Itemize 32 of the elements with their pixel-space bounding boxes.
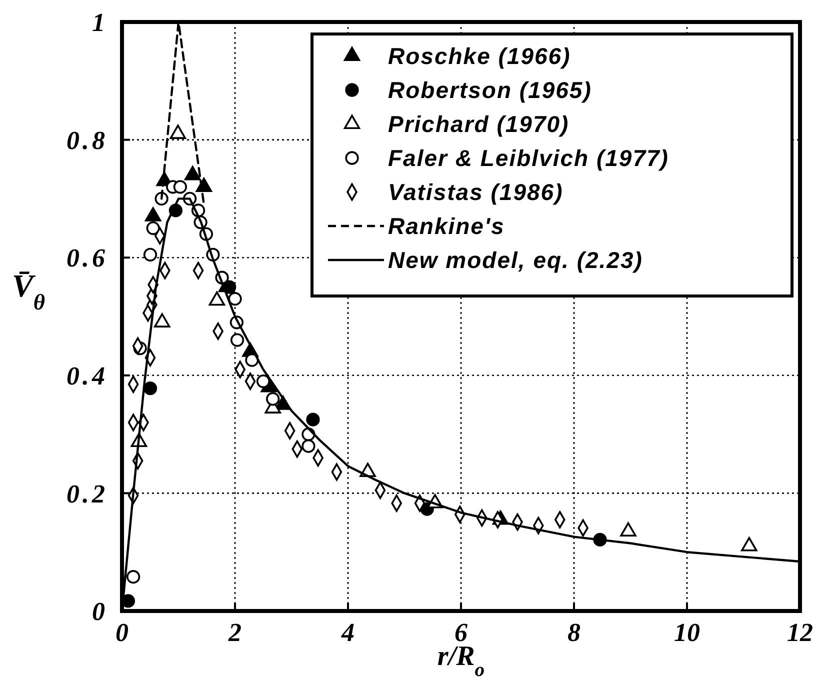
y-axis-title: V̄$_{θ}$: [12, 268, 46, 314]
y-tick-label: 1: [92, 8, 108, 38]
legend-label: Rankine's: [388, 213, 505, 240]
point: [146, 221, 160, 235]
point: [256, 374, 270, 388]
y-tick-label: 0.8: [66, 126, 108, 155]
point: [228, 292, 242, 306]
x-tick-label: 0: [116, 618, 128, 647]
point: [302, 439, 316, 453]
point: [245, 353, 259, 367]
legend-label: Vatistas (1986): [388, 179, 564, 206]
point: [230, 333, 244, 347]
legend-label: Faler & Leiblvich (1977): [388, 145, 669, 172]
y-tick-label: 0.4: [66, 362, 108, 390]
point: [126, 570, 140, 584]
point: [143, 382, 158, 396]
legend-label: New model, eq. (2.23): [388, 247, 643, 274]
legend-label: Prichard (1970): [388, 111, 570, 138]
point: [266, 392, 280, 406]
legend-label: Robertson (1965): [388, 77, 592, 104]
x-tick-label: 8: [568, 618, 580, 647]
point: [173, 180, 188, 194]
point: [143, 248, 158, 262]
x-tick-label: 2: [228, 618, 242, 647]
y-tick-label: 0: [92, 597, 108, 626]
legend-label: Roschke (1966): [388, 43, 571, 70]
x-tick-label: 12: [787, 618, 813, 647]
y-tick-label: 0.2: [66, 479, 108, 508]
x-tick-label: 4: [340, 618, 354, 647]
x-tick-label: 10: [674, 618, 700, 647]
point: [306, 412, 320, 426]
y-tick-label: 0.6: [66, 244, 108, 273]
